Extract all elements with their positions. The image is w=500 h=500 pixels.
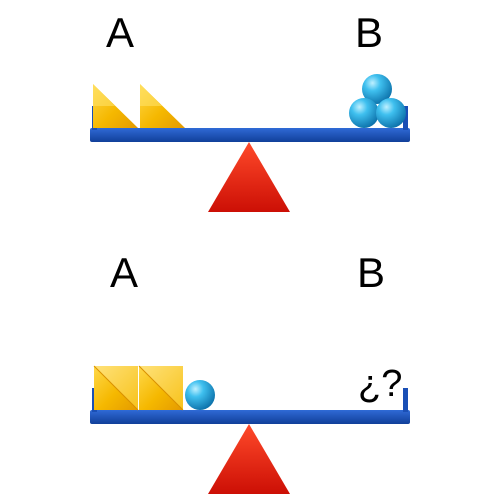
top-right-sphere xyxy=(349,98,379,128)
top-beam xyxy=(90,128,410,142)
bottom-left-square xyxy=(93,365,139,411)
bottom-fulcrum xyxy=(208,424,290,494)
top-scale xyxy=(90,74,410,212)
bottom-left-square xyxy=(138,365,184,411)
top-beam-right-post xyxy=(403,106,408,130)
top-right-sphere xyxy=(376,98,406,128)
top-left-label: A xyxy=(106,9,135,56)
top-fulcrum xyxy=(208,142,290,212)
bottom-left-sphere xyxy=(185,380,215,410)
bottom-left-label: A xyxy=(110,249,139,296)
top-right-sphere xyxy=(362,74,392,104)
bottom-beam xyxy=(90,410,410,424)
question-mark: ¿? xyxy=(358,363,403,405)
top-right-label: B xyxy=(355,9,384,56)
top-left-triangle xyxy=(140,84,185,128)
bottom-right-label: B xyxy=(357,249,386,296)
top-left-triangle xyxy=(93,84,138,128)
bottom-scale xyxy=(90,365,410,494)
bottom-beam-right-post xyxy=(403,388,408,412)
